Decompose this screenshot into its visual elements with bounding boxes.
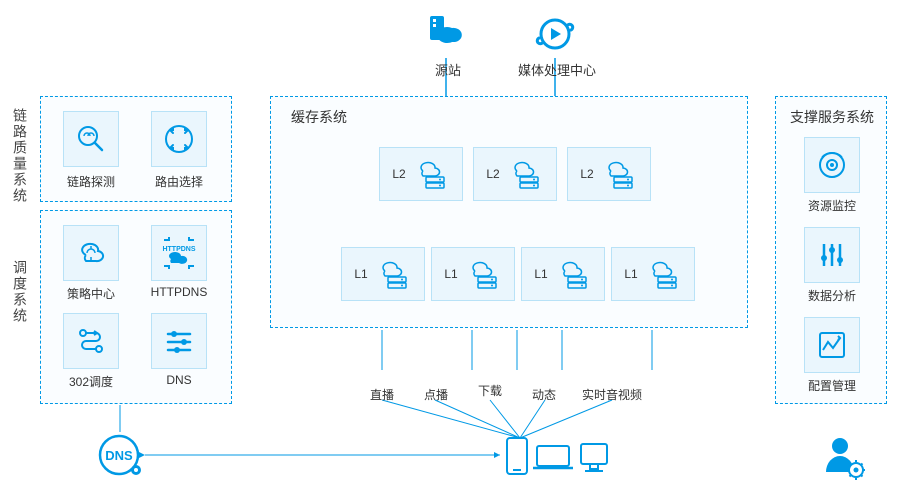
data-analytics-icon <box>804 227 860 283</box>
l2-node-1: L2 <box>473 147 557 201</box>
cache-server-icon <box>374 255 412 293</box>
service-rtc: 实时音视频 <box>582 386 642 403</box>
dns-node-icon: DNS <box>96 432 148 481</box>
l2-node-0: L2 <box>379 147 463 201</box>
cache-server-icon <box>464 255 502 293</box>
route-select-label: 路由选择 <box>144 173 214 190</box>
l2-node-2: L2 <box>567 147 651 201</box>
l1-node-1: L1 <box>431 247 515 301</box>
cache-server-icon <box>554 255 592 293</box>
route-select-icon <box>151 111 207 167</box>
cache-server-icon <box>506 155 544 193</box>
schedule-panel-title: 调度系统 <box>10 260 30 324</box>
link-detect-label: 链路探测 <box>56 173 126 190</box>
svg-text:HTTPDNS: HTTPDNS <box>162 246 195 253</box>
data-analytics-label: 数据分析 <box>797 287 867 304</box>
resource-monitor-icon <box>804 137 860 193</box>
l1-node-2: L1 <box>521 247 605 301</box>
origin-icon <box>422 12 470 56</box>
httpdns-label: HTTPDNS <box>144 285 214 299</box>
service-live: 直播 <box>370 386 394 403</box>
config-manage-icon <box>804 317 860 373</box>
media-icon <box>532 12 578 56</box>
cache-server-icon <box>644 255 682 293</box>
user-gear-icon <box>820 432 868 483</box>
cache-server-icon <box>412 155 450 193</box>
origin-label: 源站 <box>428 60 468 79</box>
dns-text: DNS <box>105 448 133 463</box>
devices-group <box>505 436 615 483</box>
policy-center-icon <box>63 225 119 281</box>
support-panel-title: 支撑服务系统 <box>790 107 874 127</box>
support-panel: 支撑服务系统 资源监控 数据分析 配置管理 <box>775 96 887 404</box>
media-label: 媒体处理中心 <box>512 60 602 79</box>
service-dynamic: 动态 <box>532 386 556 403</box>
dns-sliders-icon <box>151 313 207 369</box>
service-vod: 点播 <box>424 386 448 403</box>
l1-label-2: L1 <box>534 267 547 281</box>
quality-panel-title: 链路质量系统 <box>10 108 30 204</box>
link-detect-icon <box>63 111 119 167</box>
schedule-panel: 策略中心 HTTPDNS HTTPDNS 302调度 DNS <box>40 210 232 404</box>
service-download: 下载 <box>478 382 502 399</box>
l1-node-0: L1 <box>341 247 425 301</box>
redirect-302-label: 302调度 <box>56 373 126 390</box>
httpdns-icon: HTTPDNS <box>151 225 207 281</box>
l1-label-0: L1 <box>354 267 367 281</box>
l2-label-0: L2 <box>392 167 405 181</box>
cache-server-icon <box>600 155 638 193</box>
dns-label: DNS <box>144 373 214 387</box>
cache-panel: 缓存系统 L2 L2 L2 L1 L1 L1 L1 <box>270 96 748 328</box>
l1-node-3: L1 <box>611 247 695 301</box>
cache-panel-title: 缓存系统 <box>291 107 347 127</box>
config-manage-label: 配置管理 <box>797 377 867 394</box>
l2-label-1: L2 <box>486 167 499 181</box>
policy-center-label: 策略中心 <box>56 285 126 302</box>
quality-panel: 链路探测 路由选择 <box>40 96 232 202</box>
l2-label-2: L2 <box>580 167 593 181</box>
resource-monitor-label: 资源监控 <box>797 197 867 214</box>
l1-label-3: L1 <box>624 267 637 281</box>
redirect-302-icon <box>63 313 119 369</box>
l1-label-1: L1 <box>444 267 457 281</box>
